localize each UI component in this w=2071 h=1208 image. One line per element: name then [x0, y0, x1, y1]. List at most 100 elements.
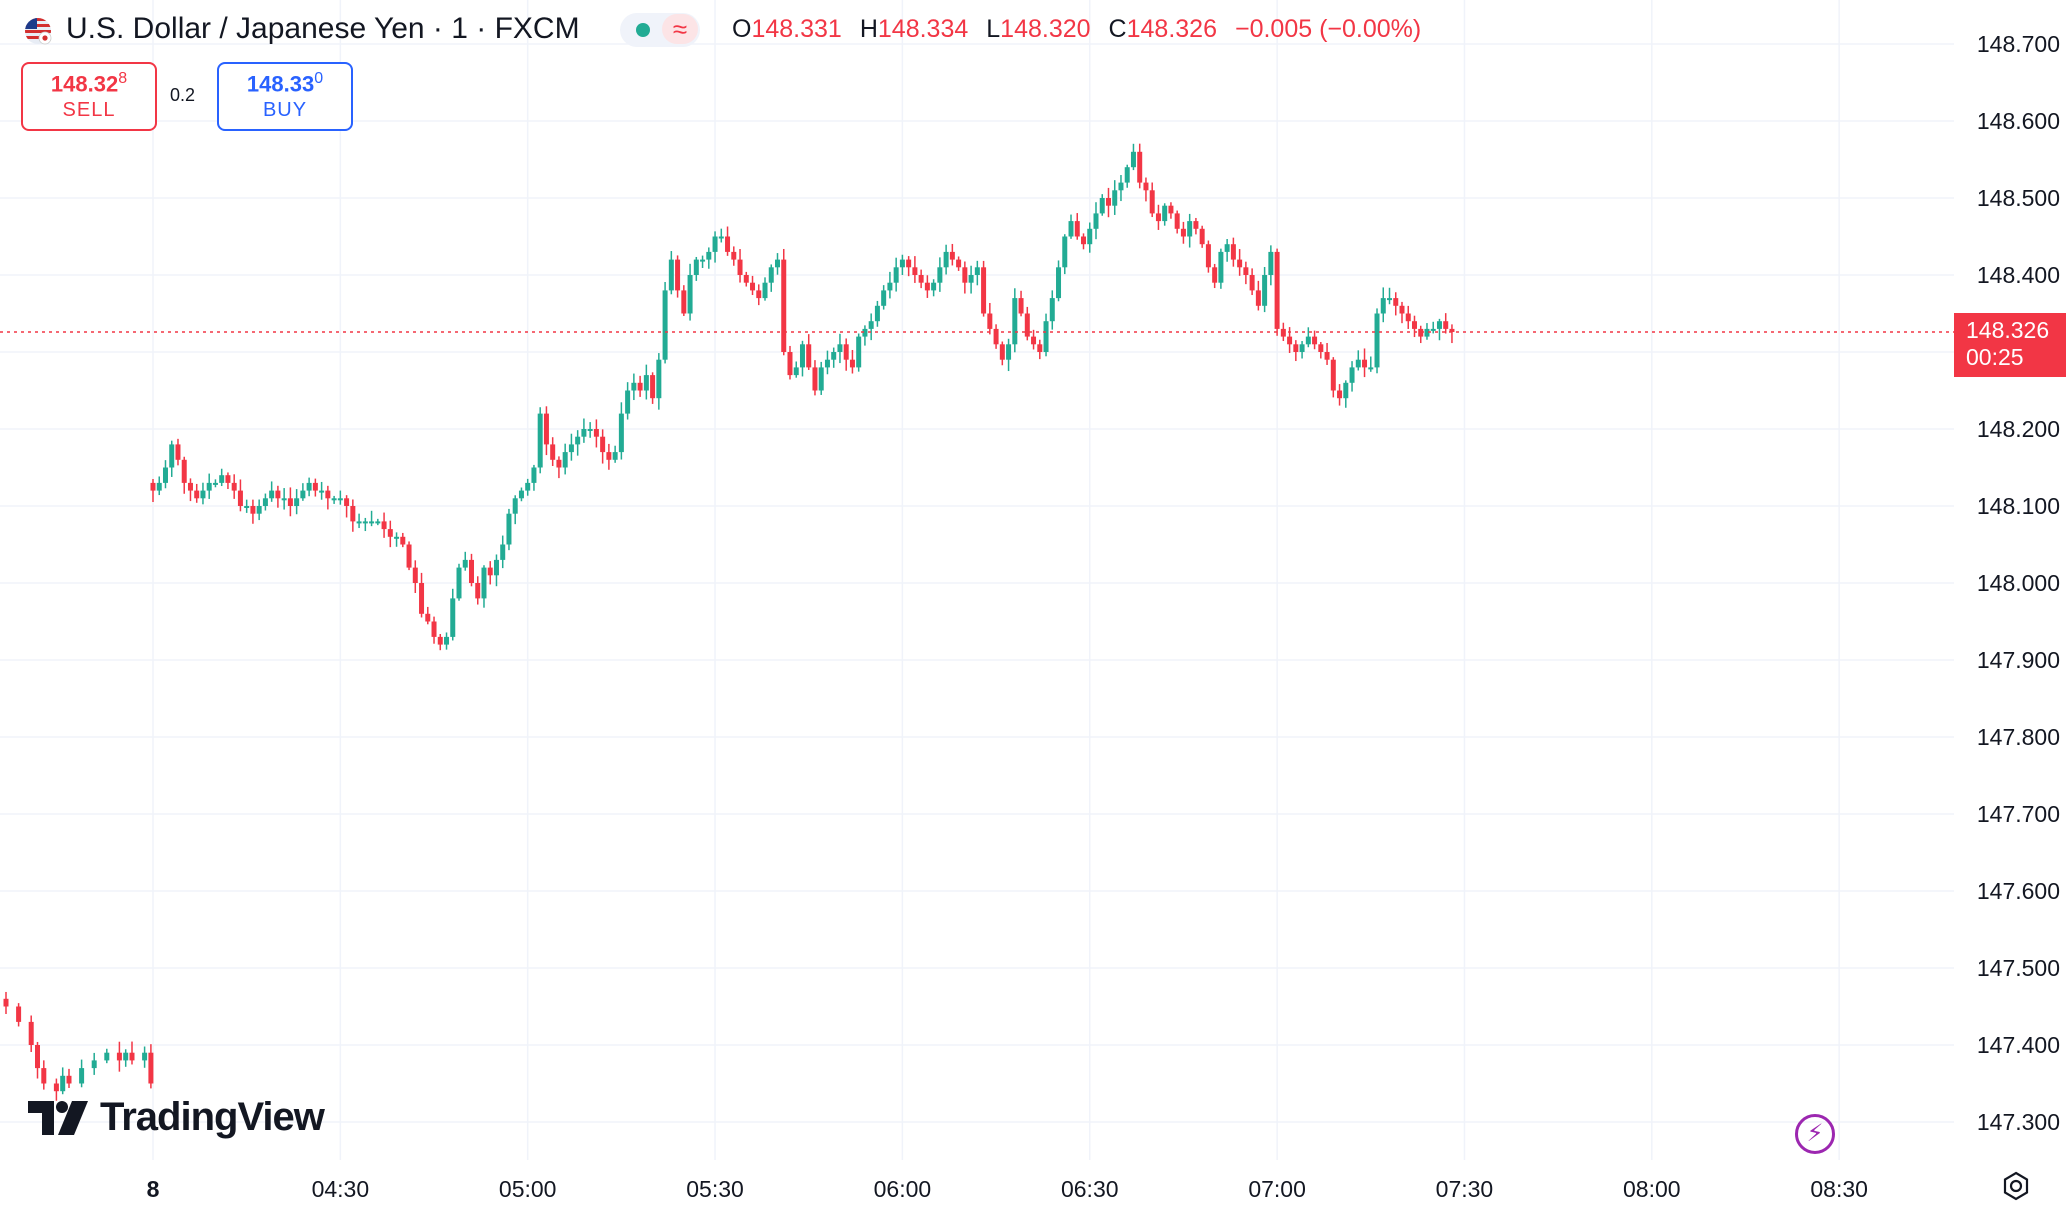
- candle: [1037, 339, 1043, 360]
- candle: [899, 254, 905, 276]
- candle: [212, 479, 218, 488]
- candle: [787, 345, 793, 380]
- candle: [194, 483, 200, 503]
- candle: [269, 481, 275, 502]
- candle: [306, 477, 312, 497]
- candle: [937, 257, 943, 292]
- candle: [356, 513, 362, 529]
- candle: [618, 402, 624, 460]
- candle: [28, 1015, 34, 1052]
- sell-button[interactable]: 148.328 SELL: [21, 62, 157, 131]
- candle: [162, 460, 168, 489]
- price-tick-label: 147.600: [1977, 878, 2060, 904]
- time-tick-label: 8: [147, 1176, 160, 1202]
- candle: [1068, 214, 1074, 239]
- time-tick-label: 07:30: [1436, 1176, 1494, 1202]
- ohlc-readout: O148.331 H148.334 L148.320 C148.326 −0.0…: [732, 15, 1429, 44]
- candle: [862, 325, 868, 346]
- candle: [512, 495, 518, 525]
- candle: [79, 1059, 85, 1088]
- candle: [893, 257, 899, 292]
- price-tick-label: 148.100: [1977, 493, 2060, 519]
- candle: [662, 282, 668, 364]
- sell-price-pip: 8: [118, 70, 128, 87]
- candle: [169, 440, 175, 477]
- candle: [768, 264, 774, 292]
- candle: [725, 226, 731, 256]
- price-axis-panel[interactable]: [1954, 0, 2071, 1160]
- candle: [806, 334, 812, 370]
- candle: [1087, 222, 1093, 253]
- candle: [1255, 280, 1261, 311]
- candle: [943, 244, 949, 275]
- candle: [462, 551, 468, 571]
- candle: [256, 499, 262, 521]
- candle: [331, 495, 337, 504]
- symbol-title[interactable]: U.S. Dollar / Japanese Yen · 1 · FXCM: [66, 12, 580, 45]
- candle: [1274, 248, 1280, 336]
- spread-value: 0.2: [170, 85, 196, 105]
- candle: [987, 302, 993, 335]
- candle: [1243, 261, 1249, 285]
- candle: [1205, 240, 1211, 273]
- candle: [148, 1044, 154, 1089]
- time-axis-panel[interactable]: [0, 1160, 1954, 1208]
- candle: [868, 313, 874, 341]
- candle: [1212, 263, 1218, 289]
- candle: [1124, 164, 1130, 188]
- last-price-tag: 148.326 00:25: [1954, 313, 2066, 377]
- candle: [450, 588, 456, 641]
- candle: [562, 443, 568, 475]
- time-tick-label: 08:00: [1623, 1176, 1681, 1202]
- candle: [1130, 143, 1136, 171]
- candle: [656, 353, 662, 410]
- candle: [325, 485, 331, 510]
- buy-button[interactable]: 148.330 BUY: [217, 62, 353, 131]
- open-label: O: [732, 15, 752, 43]
- candle: [1118, 175, 1124, 202]
- bar-countdown: 00:25: [1966, 344, 2024, 370]
- candle: [1006, 338, 1012, 372]
- candle: [531, 464, 537, 491]
- candle: [219, 468, 225, 487]
- candle: [181, 456, 187, 494]
- time-tick-label: 06:00: [874, 1176, 932, 1202]
- candle: [631, 373, 637, 401]
- lightning-icon[interactable]: ⚡: [1795, 1114, 1835, 1154]
- candle: [750, 275, 756, 296]
- candle: [1430, 321, 1436, 334]
- candle: [1112, 180, 1118, 215]
- price-tick-label: 148.700: [1977, 31, 2060, 57]
- candle: [129, 1041, 135, 1065]
- candle: [1343, 380, 1349, 408]
- candle: [1399, 301, 1405, 324]
- candle: [756, 284, 762, 306]
- candle: [1230, 237, 1236, 267]
- candle: [394, 532, 400, 547]
- candle: [968, 265, 974, 294]
- candle: [568, 433, 574, 461]
- candle: [1299, 341, 1305, 359]
- candle: [837, 333, 843, 364]
- candle: [743, 271, 749, 287]
- candle: [1155, 204, 1161, 230]
- settings-gear-icon[interactable]: [2001, 1171, 2031, 1201]
- candle: [475, 576, 481, 605]
- candle: [1174, 210, 1180, 234]
- candle: [456, 563, 462, 601]
- candle: [1393, 292, 1399, 316]
- candle: [831, 347, 837, 368]
- time-tick-label: 05:00: [499, 1176, 557, 1202]
- market-open-dot: [636, 23, 650, 37]
- candle: [1305, 327, 1311, 348]
- candle: [1249, 268, 1255, 296]
- time-axis-labels: 8 04:30 05:00 05:30 06:00 06:30 07:00 07:30 08:0…: [147, 1176, 1868, 1202]
- candle: [1105, 187, 1111, 218]
- candle: [625, 382, 631, 420]
- candle: [1324, 342, 1330, 365]
- tradingview-logo[interactable]: TradingView: [28, 1095, 325, 1140]
- candle: [1380, 287, 1386, 323]
- candle: [981, 260, 987, 317]
- candle: [918, 269, 924, 289]
